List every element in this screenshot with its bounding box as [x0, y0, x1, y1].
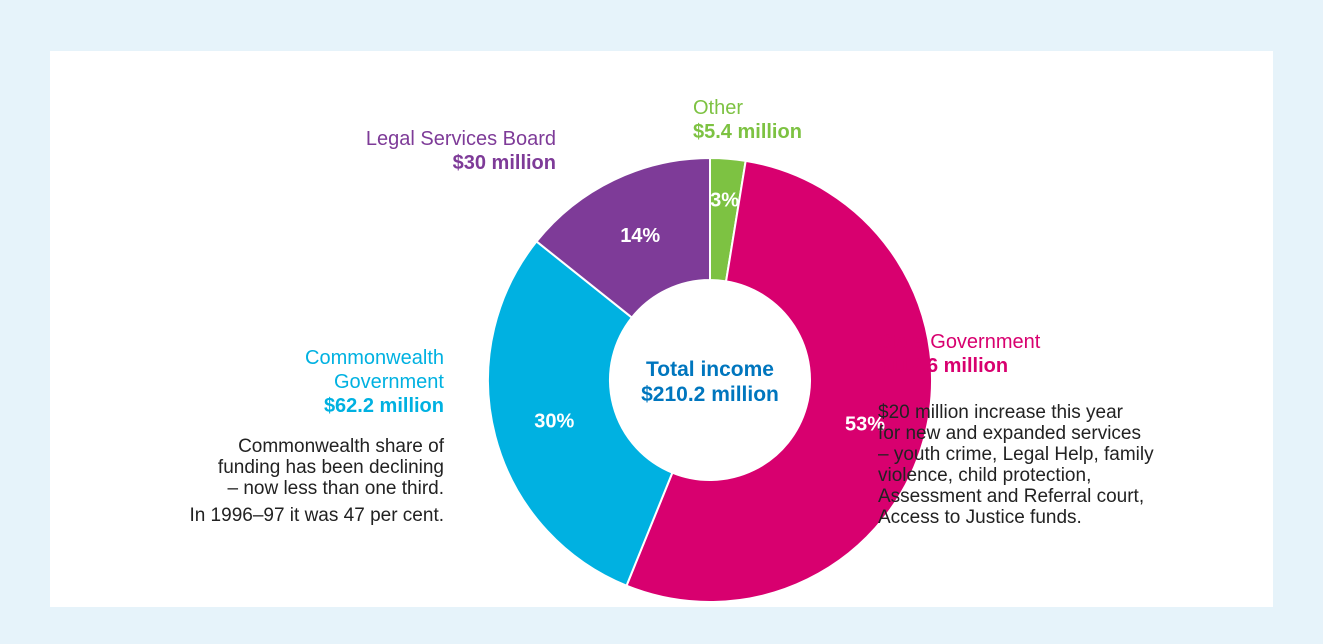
legal-services-board-slice [535, 156, 711, 319]
commonwealth-government-slice [487, 240, 674, 588]
state-government-percent-label: 53% [845, 413, 885, 435]
commonwealth-government-note: Commonwealth share of funding has been d… [144, 436, 444, 526]
state-government-slice [625, 159, 933, 604]
legal-services-board-percent-label: 14% [620, 225, 660, 247]
commonwealth-government-label: Commonwealth Government $62.2 million [194, 346, 444, 418]
state-government-note: $20 million increase this year for new a… [878, 402, 1154, 528]
commonwealth-name-line-1: Commonwealth [305, 347, 444, 369]
commonwealth-government-amount: $62.2 million [323, 395, 444, 417]
legal-services-board-name: Legal Services Board [365, 128, 556, 150]
commonwealth-note-line: – now less than one third. [227, 478, 444, 499]
chart-panel: 3% 53% 30% 14% Total income $210.2 million Ot… [50, 51, 1273, 607]
other-amount: $5.4 million [693, 121, 802, 143]
center-total: $210.2 million [641, 383, 779, 406]
state-government-label: State Government $112.6 million [878, 330, 1040, 378]
commonwealth-government-percent-label: 30% [534, 411, 574, 433]
commonwealth-note-line: funding has been declining [217, 457, 444, 478]
state-note-line: Assessment and Referral court, [878, 486, 1145, 507]
state-note-line: violence, child protection, [878, 465, 1092, 486]
state-note-line: $20 million increase this year [878, 402, 1124, 423]
state-government-name: State Government [878, 331, 1041, 353]
legal-services-board-amount: $30 million [452, 152, 556, 174]
state-government-amount: $112.6 million [878, 355, 1009, 377]
state-note-line: Access to Justice funds. [878, 507, 1082, 528]
other-name: Other [693, 97, 744, 119]
donut-chart: 3% 53% 30% 14% Total income$210.2 million [487, 156, 933, 604]
center-title: Total income [646, 358, 774, 381]
commonwealth-note-line: Commonwealth share of [238, 436, 444, 457]
commonwealth-name-line-2: Government [333, 371, 444, 393]
state-note-line: – youth crime, Legal Help, family [878, 444, 1154, 465]
other-percent-label: 3% [710, 190, 739, 212]
other-label: Other $5.4 million [693, 96, 802, 144]
legal-services-board-label: Legal Services Board $30 million [286, 127, 556, 175]
state-note-line: for new and expanded services [878, 423, 1141, 444]
commonwealth-history-note: In 1996–97 it was 47 per cent. [189, 505, 444, 526]
